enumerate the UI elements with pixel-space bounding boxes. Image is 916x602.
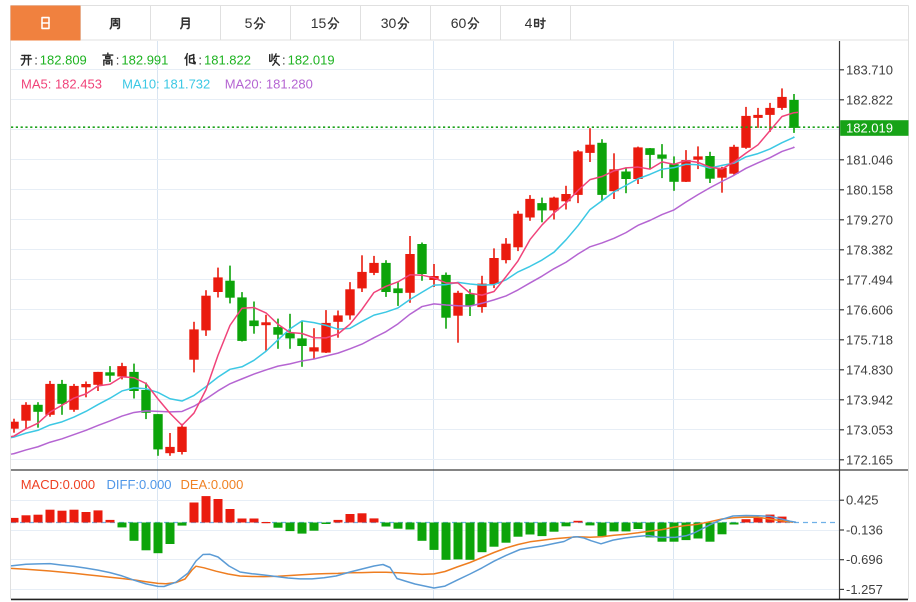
svg-text:DEA:0.000: DEA:0.000 [181,477,244,492]
svg-text:182.991: 182.991 [121,52,168,67]
svg-text:MACD:0.000: MACD:0.000 [21,477,95,492]
svg-text:0.425: 0.425 [846,493,879,508]
svg-text:-1.257: -1.257 [846,582,883,597]
svg-text:MA10: 181.732: MA10: 181.732 [122,76,210,91]
svg-text:182.809: 182.809 [40,52,87,67]
svg-text:-0.136: -0.136 [846,523,883,538]
svg-text::: : [282,52,286,67]
svg-text:MA20: 181.280: MA20: 181.280 [225,76,313,91]
svg-text:181.822: 181.822 [204,52,251,67]
svg-text:MA5: 182.453: MA5: 182.453 [21,76,102,91]
svg-text:DIFF:0.000: DIFF:0.000 [107,477,172,492]
svg-text:182.822: 182.822 [846,92,893,107]
svg-text::: : [34,52,38,67]
svg-text:179.270: 179.270 [846,212,893,227]
svg-text:182.019: 182.019 [846,120,893,135]
svg-text:183.710: 183.710 [846,62,893,77]
svg-text:175.718: 175.718 [846,332,893,347]
svg-text::: : [116,52,120,67]
svg-text:172.165: 172.165 [846,452,893,467]
svg-text:5: 5 [245,15,253,31]
svg-text::: : [198,52,202,67]
svg-text:4: 4 [525,15,533,31]
svg-text:30: 30 [381,15,397,31]
svg-text:60: 60 [451,15,467,31]
svg-text:15: 15 [311,15,327,31]
svg-text:181.046: 181.046 [846,152,893,167]
svg-text:173.942: 173.942 [846,392,893,407]
svg-text:182.019: 182.019 [288,52,335,67]
svg-text:174.830: 174.830 [846,362,893,377]
svg-text:-0.696: -0.696 [846,552,883,567]
svg-text:180.158: 180.158 [846,182,893,197]
svg-text:178.382: 178.382 [846,242,893,257]
svg-text:176.606: 176.606 [846,302,893,317]
svg-text:173.053: 173.053 [846,422,893,437]
svg-text:177.494: 177.494 [846,272,893,287]
